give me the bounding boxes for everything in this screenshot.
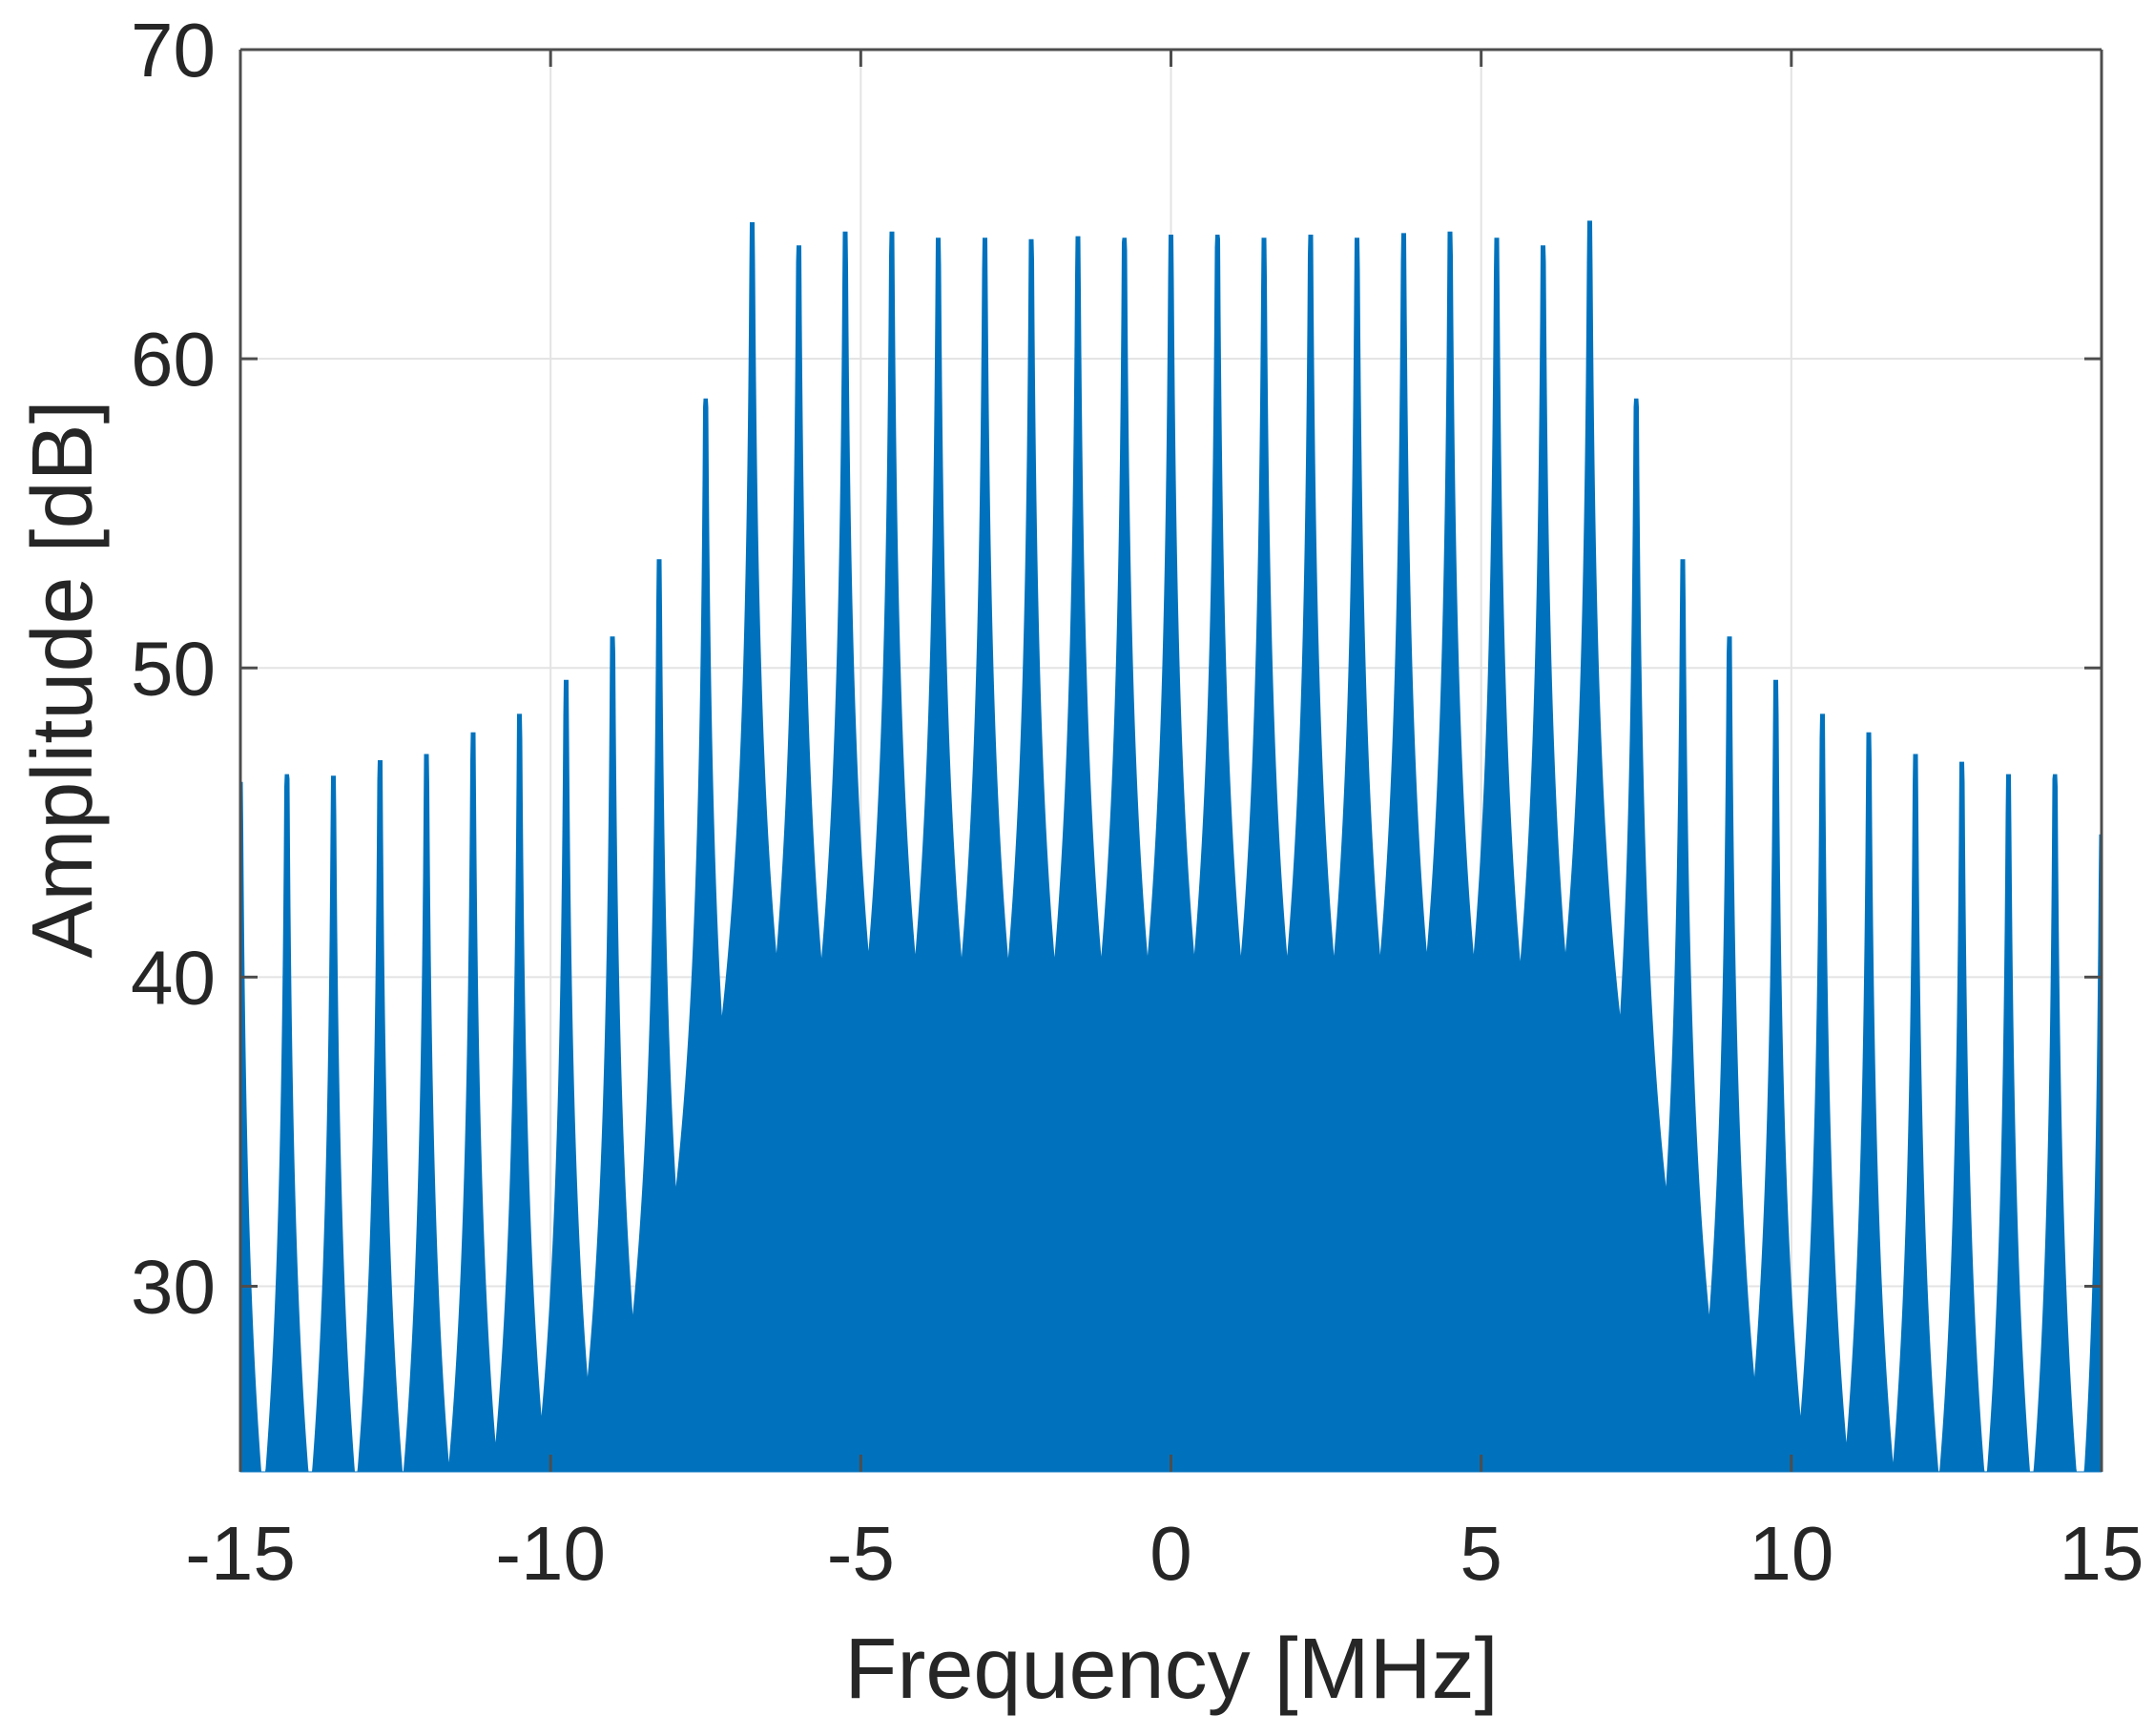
x-tick-label: -5: [827, 1511, 895, 1596]
y-tick-label: 30: [131, 1245, 216, 1330]
x-axis-label: Frequency [MHz]: [844, 1622, 1498, 1717]
x-tick-label: 10: [1749, 1511, 1833, 1596]
x-axis-ticks: -15 -10 -5 0 5 10 15: [185, 50, 2144, 1596]
y-axis-label: Amplitude [dB]: [15, 400, 111, 958]
spectrum-area: [239, 220, 2102, 1473]
x-tick-label: 5: [1460, 1511, 1502, 1596]
x-tick-label: -15: [185, 1511, 296, 1596]
y-tick-label: 50: [131, 626, 216, 711]
x-tick-label: -10: [495, 1511, 606, 1596]
y-axis-ticks: 30 40 50 60 70: [131, 8, 2102, 1330]
x-tick-label: 0: [1149, 1511, 1192, 1596]
y-tick-label: 70: [131, 8, 216, 93]
x-tick-label: 15: [2060, 1511, 2144, 1596]
y-tick-label: 60: [131, 317, 216, 402]
y-tick-label: 40: [131, 935, 216, 1020]
